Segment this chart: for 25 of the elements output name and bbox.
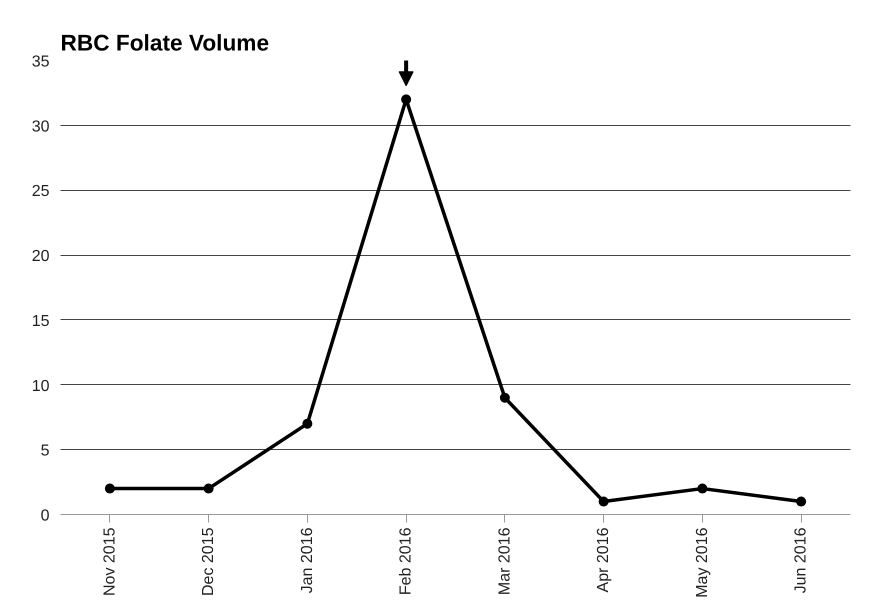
y-tick-label: 10 [32, 378, 50, 395]
point [796, 496, 806, 507]
point [401, 94, 412, 104]
point [697, 484, 708, 494]
y-tick-label: 25 [32, 183, 50, 200]
x-tick-label: Apr 2016 [595, 527, 612, 592]
point [598, 496, 609, 507]
point [204, 484, 214, 494]
y-tick-label: 20 [32, 248, 50, 266]
x-tick-label: Feb 2016 [398, 527, 415, 596]
y-tick-label: 0 [40, 508, 50, 524]
point [500, 392, 510, 403]
x-tick-label: May 2016 [694, 527, 711, 598]
x-tick-label: Jan 2016 [298, 527, 316, 594]
y-tick-label: 5 [40, 442, 50, 460]
x-tick-label: Dec 2015 [200, 527, 218, 596]
y-tick-label: 15 [32, 312, 50, 330]
chart-title: RBC Folate Volume [60, 30, 270, 56]
point [302, 418, 312, 429]
x-tick-label: Mar 2016 [496, 527, 514, 596]
x-tick-label: Jun 2016 [792, 527, 810, 594]
point [104, 484, 115, 494]
x-tick-label: Nov 2015 [101, 527, 118, 596]
y-tick-label: 35 [32, 54, 50, 70]
y-tick-label: 30 [32, 118, 50, 136]
